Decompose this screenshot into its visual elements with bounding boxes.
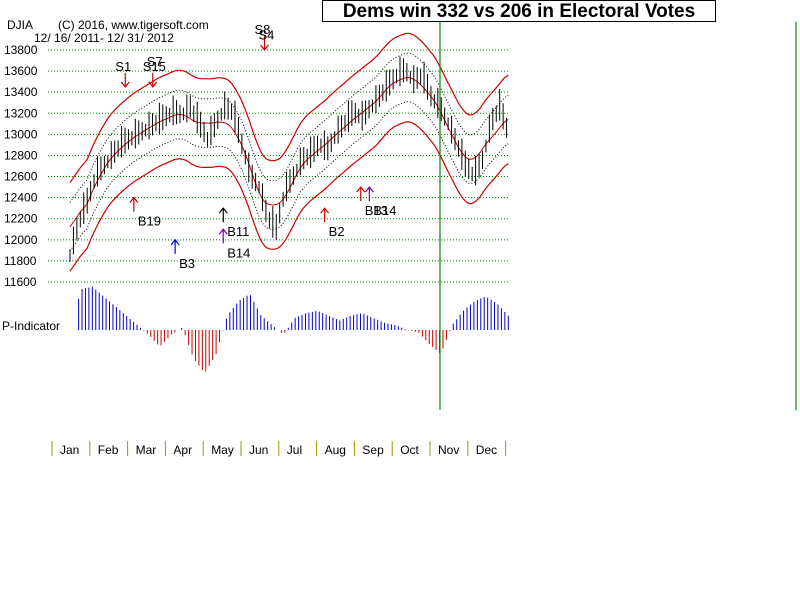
signal-arrowhead: [148, 81, 158, 88]
ticker-label: DJIA: [7, 18, 34, 32]
signal-arrowhead: [320, 207, 330, 214]
y-tick-label: 12000: [4, 233, 38, 247]
chart-title: Dems win 332 vs 206 in Electoral Votes: [322, 0, 716, 22]
indicator-label: P-Indicator: [2, 319, 60, 333]
month-label: Nov: [438, 443, 459, 457]
month-label: May: [211, 443, 234, 457]
y-tick-label: 13400: [4, 85, 38, 99]
lower-band: [69, 121, 509, 272]
signal-arrowhead: [170, 238, 180, 246]
signal-arrowhead: [129, 196, 139, 204]
month-label: Sep: [362, 443, 384, 457]
month-label: Jul: [287, 443, 302, 457]
signal-arrowhead: [218, 207, 228, 214]
y-tick-label: 12400: [4, 191, 38, 205]
date-range-label: 12/ 16/ 2011- 12/ 31/ 2012: [34, 31, 174, 45]
signal-label: S8: [255, 22, 271, 37]
month-label: Aug: [325, 443, 346, 457]
y-tick-label: 13000: [4, 127, 38, 141]
month-label: Oct: [400, 443, 419, 457]
signal-label: S15: [143, 59, 166, 74]
signal-label: B19: [138, 214, 161, 229]
month-label: Apr: [173, 443, 192, 457]
y-tick-label: 12600: [4, 170, 38, 184]
month-label: Jan: [60, 443, 79, 457]
signal-label: B13: [365, 203, 388, 218]
y-tick-label: 11800: [4, 254, 37, 268]
signal-label: B11: [227, 224, 249, 239]
y-tick-label: 13600: [4, 64, 38, 78]
month-label: Mar: [136, 443, 157, 457]
middle-band: [69, 77, 509, 228]
signal-arrowhead: [356, 186, 366, 193]
inner-lower-band: [69, 101, 509, 252]
y-tick-label: 13200: [4, 106, 38, 120]
y-tick-label: 13800: [4, 43, 38, 57]
signal-label: S1: [115, 59, 131, 74]
copyright-label: (C) 2016, www.tigersoft.com: [58, 18, 209, 32]
signal-arrowhead: [218, 228, 228, 235]
month-label: Dec: [476, 443, 497, 457]
signal-arrowhead: [260, 44, 269, 51]
month-label: Jun: [249, 443, 268, 457]
signal-label: B14: [373, 203, 396, 218]
upper-band: [69, 32, 509, 183]
signal-arrowhead: [120, 81, 130, 88]
month-label: Feb: [98, 443, 119, 457]
signal-label: S7: [147, 54, 163, 69]
signal-label: B14: [227, 245, 250, 260]
signal-arrowhead: [364, 186, 374, 193]
inner-upper-band: [69, 52, 509, 203]
y-tick-label: 12800: [4, 148, 38, 162]
y-tick-label: 12200: [4, 212, 38, 226]
signal-label: B2: [329, 224, 345, 239]
signal-label: S4: [259, 27, 275, 42]
signal-label: B3: [179, 256, 195, 271]
y-tick-label: 11600: [4, 275, 37, 289]
